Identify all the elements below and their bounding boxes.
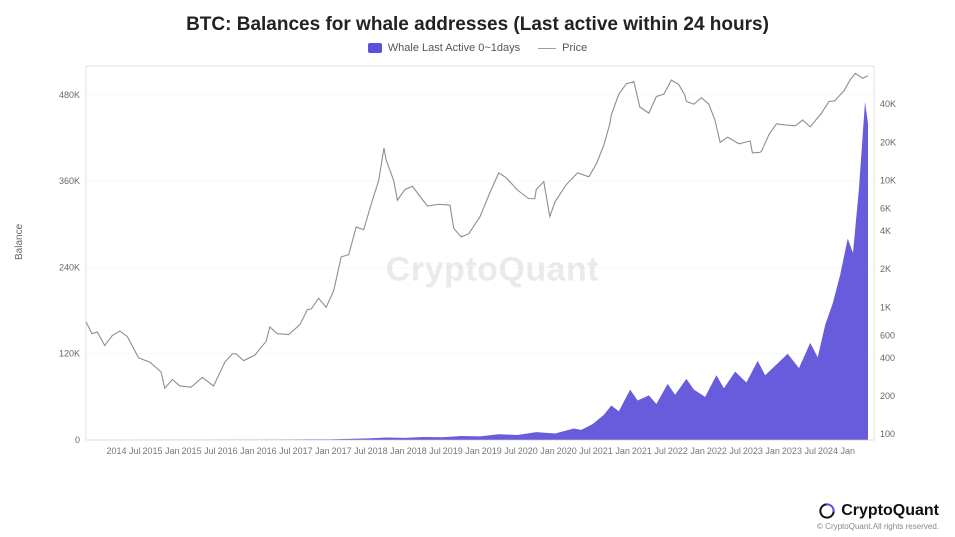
- legend: Whale Last Active 0~1days Price: [0, 42, 955, 54]
- legend-label-area: Whale Last Active 0~1days: [388, 42, 520, 54]
- ytick-right: 20K: [880, 137, 896, 147]
- xtick: 2023 Jan: [743, 446, 780, 456]
- brand-text: CryptoQuant: [841, 502, 939, 520]
- ytick-right: 400: [880, 353, 895, 363]
- ytick-right: 6K: [880, 204, 891, 214]
- legend-item-area: Whale Last Active 0~1days: [368, 42, 520, 54]
- xtick: 2017 Jan: [293, 446, 330, 456]
- ytick-right: 40K: [880, 99, 896, 109]
- chart-title: BTC: Balances for whale addresses (Last …: [0, 0, 955, 36]
- xtick: 2019 Jan: [443, 446, 480, 456]
- legend-swatch-line: [538, 48, 556, 49]
- xtick: 2022 Jul: [707, 446, 741, 456]
- footer: CryptoQuant © CryptoQuant.All rights res…: [817, 502, 939, 531]
- xtick: 2023 Jul: [782, 446, 816, 456]
- brand: CryptoQuant: [817, 502, 939, 520]
- chart-svg: 0 120K 240K 360K 480K 100 200 400 600 1K 2K 4K 6K 10K…: [50, 62, 910, 472]
- xtick: 2020 Jan: [518, 446, 555, 456]
- ytick-left: 360K: [59, 176, 80, 186]
- xtick: 2021 Jan: [593, 446, 630, 456]
- ytick-right: 100: [880, 429, 895, 439]
- xtick: 2015 Jan: [143, 446, 180, 456]
- legend-item-line: Price: [538, 42, 587, 54]
- y-axis-left-label: Balance: [14, 224, 25, 260]
- xtick: 2016 Jul: [257, 446, 291, 456]
- brand-icon: [819, 503, 835, 519]
- ytick-left: 240K: [59, 262, 80, 272]
- ytick-left: 120K: [59, 349, 80, 359]
- chart-area: CryptoQuant 0120K240K360K480K10020040060…: [50, 62, 935, 477]
- xtick: 2016 Jan: [218, 446, 255, 456]
- price-line: [86, 73, 868, 388]
- ytick-right: 1K: [880, 302, 891, 312]
- ytick-right: 4K: [880, 226, 891, 236]
- ytick-right: 10K: [880, 176, 896, 186]
- ytick-left: 0: [75, 435, 80, 445]
- ytick-right: 200: [880, 391, 895, 401]
- balance-area: [86, 102, 868, 440]
- xtick: 2019 Jul: [482, 446, 516, 456]
- xtick: 2021 Jul: [632, 446, 666, 456]
- copyright: © CryptoQuant.All rights reserved.: [817, 522, 939, 531]
- xtick: 2015 Jul: [182, 446, 216, 456]
- legend-swatch-area: [368, 43, 382, 53]
- xtick: 2022 Jan: [668, 446, 705, 456]
- xtick: 2018 Jan: [368, 446, 405, 456]
- xtick: 2020 Jul: [557, 446, 591, 456]
- ytick-right: 2K: [880, 264, 891, 274]
- legend-label-line: Price: [562, 42, 587, 54]
- xtick: 2018 Jul: [407, 446, 441, 456]
- ytick-left: 480K: [59, 90, 80, 100]
- xtick: 2014 Jul: [107, 446, 141, 456]
- ytick-right: 600: [880, 331, 895, 341]
- xtick: 2017 Jul: [332, 446, 366, 456]
- xtick: 2024 Jan: [818, 446, 855, 456]
